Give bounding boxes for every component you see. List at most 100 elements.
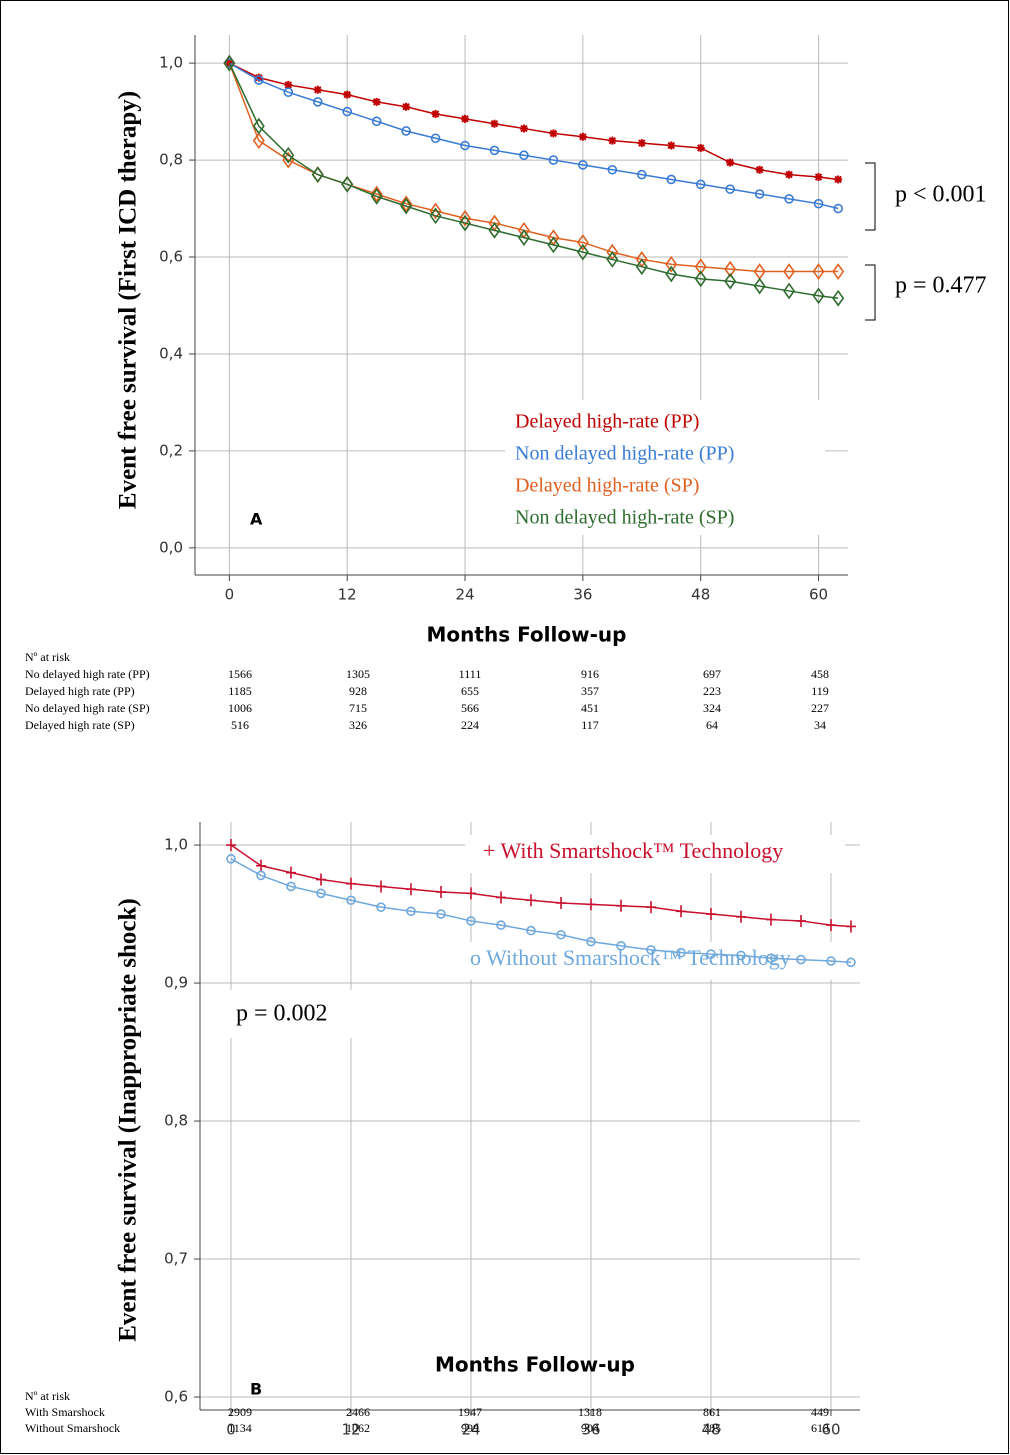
- marker: [725, 184, 735, 194]
- legend-entry: o Without Smarshock™ Technology: [470, 945, 791, 970]
- marker: [608, 136, 617, 145]
- marker: [665, 265, 678, 283]
- marker: [753, 277, 766, 295]
- marker: [430, 133, 441, 144]
- x-tick-label: 36: [581, 1421, 600, 1439]
- marker: [706, 908, 716, 921]
- risk-value: 1566: [228, 667, 252, 681]
- marker: [254, 73, 263, 82]
- marker: [226, 854, 236, 864]
- marker: [833, 203, 843, 214]
- marker: [812, 287, 825, 305]
- marker: [519, 150, 529, 161]
- marker: [526, 925, 536, 936]
- risk-title: Nº at risk: [25, 650, 70, 664]
- marker: [406, 883, 416, 896]
- annotation: p = 0.002: [236, 1001, 328, 1027]
- marker: [646, 901, 656, 914]
- risk-value: 1318: [578, 1405, 602, 1419]
- x-tick-label: 60: [821, 1421, 840, 1439]
- risk-value: 117: [581, 718, 599, 732]
- survival-line: [229, 62, 839, 181]
- y-tick-label: 0,4: [159, 344, 183, 362]
- marker: [488, 221, 501, 239]
- risk-value: 449: [811, 1405, 829, 1419]
- x-tick-label: 24: [461, 1421, 480, 1439]
- risk-value: 516: [231, 718, 249, 732]
- marker: [282, 146, 295, 164]
- risk-value: 223: [703, 684, 721, 698]
- annotation: A: [250, 510, 263, 529]
- risk-label: No delayed high rate (SP): [25, 701, 150, 715]
- legend-entry: + With Smartshock™ Technology: [483, 838, 783, 863]
- risk-value: 2909: [228, 1405, 252, 1419]
- marker: [812, 263, 825, 280]
- risk-value: 224: [461, 718, 479, 732]
- marker: [826, 956, 836, 966]
- marker: [586, 898, 596, 911]
- survival-line: [230, 858, 852, 964]
- risk-value: 861: [703, 1405, 721, 1419]
- risk-value: 227: [811, 701, 829, 715]
- y-tick-label: 0,7: [164, 1250, 188, 1268]
- risk-value: 655: [461, 684, 479, 698]
- risk-label: Delayed high rate (SP): [25, 718, 135, 732]
- marker: [706, 949, 716, 959]
- label-background: [505, 400, 825, 535]
- marker: [832, 263, 845, 280]
- marker: [490, 119, 499, 128]
- risk-value: 904: [581, 1421, 599, 1435]
- marker: [814, 173, 823, 182]
- marker: [755, 165, 764, 174]
- marker: [784, 194, 794, 204]
- marker: [846, 920, 856, 933]
- marker: [636, 169, 647, 180]
- survival-line: [230, 844, 852, 928]
- risk-value: 1062: [346, 1421, 370, 1435]
- marker: [466, 887, 476, 900]
- survival-line: [228, 62, 839, 210]
- risk-value: 1305: [346, 667, 370, 681]
- marker: [696, 143, 705, 152]
- x-tick-label: 48: [691, 586, 710, 604]
- marker: [429, 202, 442, 220]
- marker: [343, 90, 352, 99]
- risk-value: 613: [811, 1421, 829, 1435]
- marker: [376, 902, 386, 912]
- marker: [459, 209, 472, 227]
- marker: [342, 106, 353, 117]
- legend-entry: Non delayed high-rate (SP): [515, 507, 734, 529]
- marker: [726, 158, 735, 167]
- risk-value: 34: [814, 718, 826, 732]
- marker: [766, 953, 776, 964]
- risk-value: 1006: [228, 701, 252, 715]
- marker: [376, 880, 386, 893]
- marker: [832, 289, 845, 307]
- marker: [223, 54, 236, 72]
- marker: [461, 114, 470, 123]
- marker: [549, 129, 558, 138]
- risk-value: 999: [461, 1421, 479, 1435]
- marker: [283, 87, 294, 97]
- marker: [316, 888, 326, 899]
- marker: [436, 909, 446, 919]
- marker: [736, 950, 746, 961]
- marker: [286, 866, 296, 879]
- marker: [496, 920, 506, 930]
- annotation: p = 0.477: [895, 273, 987, 299]
- risk-value: 1111: [459, 667, 482, 681]
- marker: [736, 910, 746, 923]
- marker: [635, 258, 648, 276]
- marker: [607, 164, 618, 175]
- risk-value: 697: [703, 667, 721, 681]
- bracket: [865, 162, 876, 321]
- x-tick-label: 0: [225, 586, 235, 604]
- marker: [466, 916, 476, 926]
- risk-label: Without Smarshock: [25, 1421, 120, 1435]
- marker: [834, 175, 843, 184]
- marker: [586, 936, 596, 947]
- marker: [401, 126, 411, 136]
- marker: [796, 914, 806, 927]
- risk-value: 64: [706, 718, 718, 732]
